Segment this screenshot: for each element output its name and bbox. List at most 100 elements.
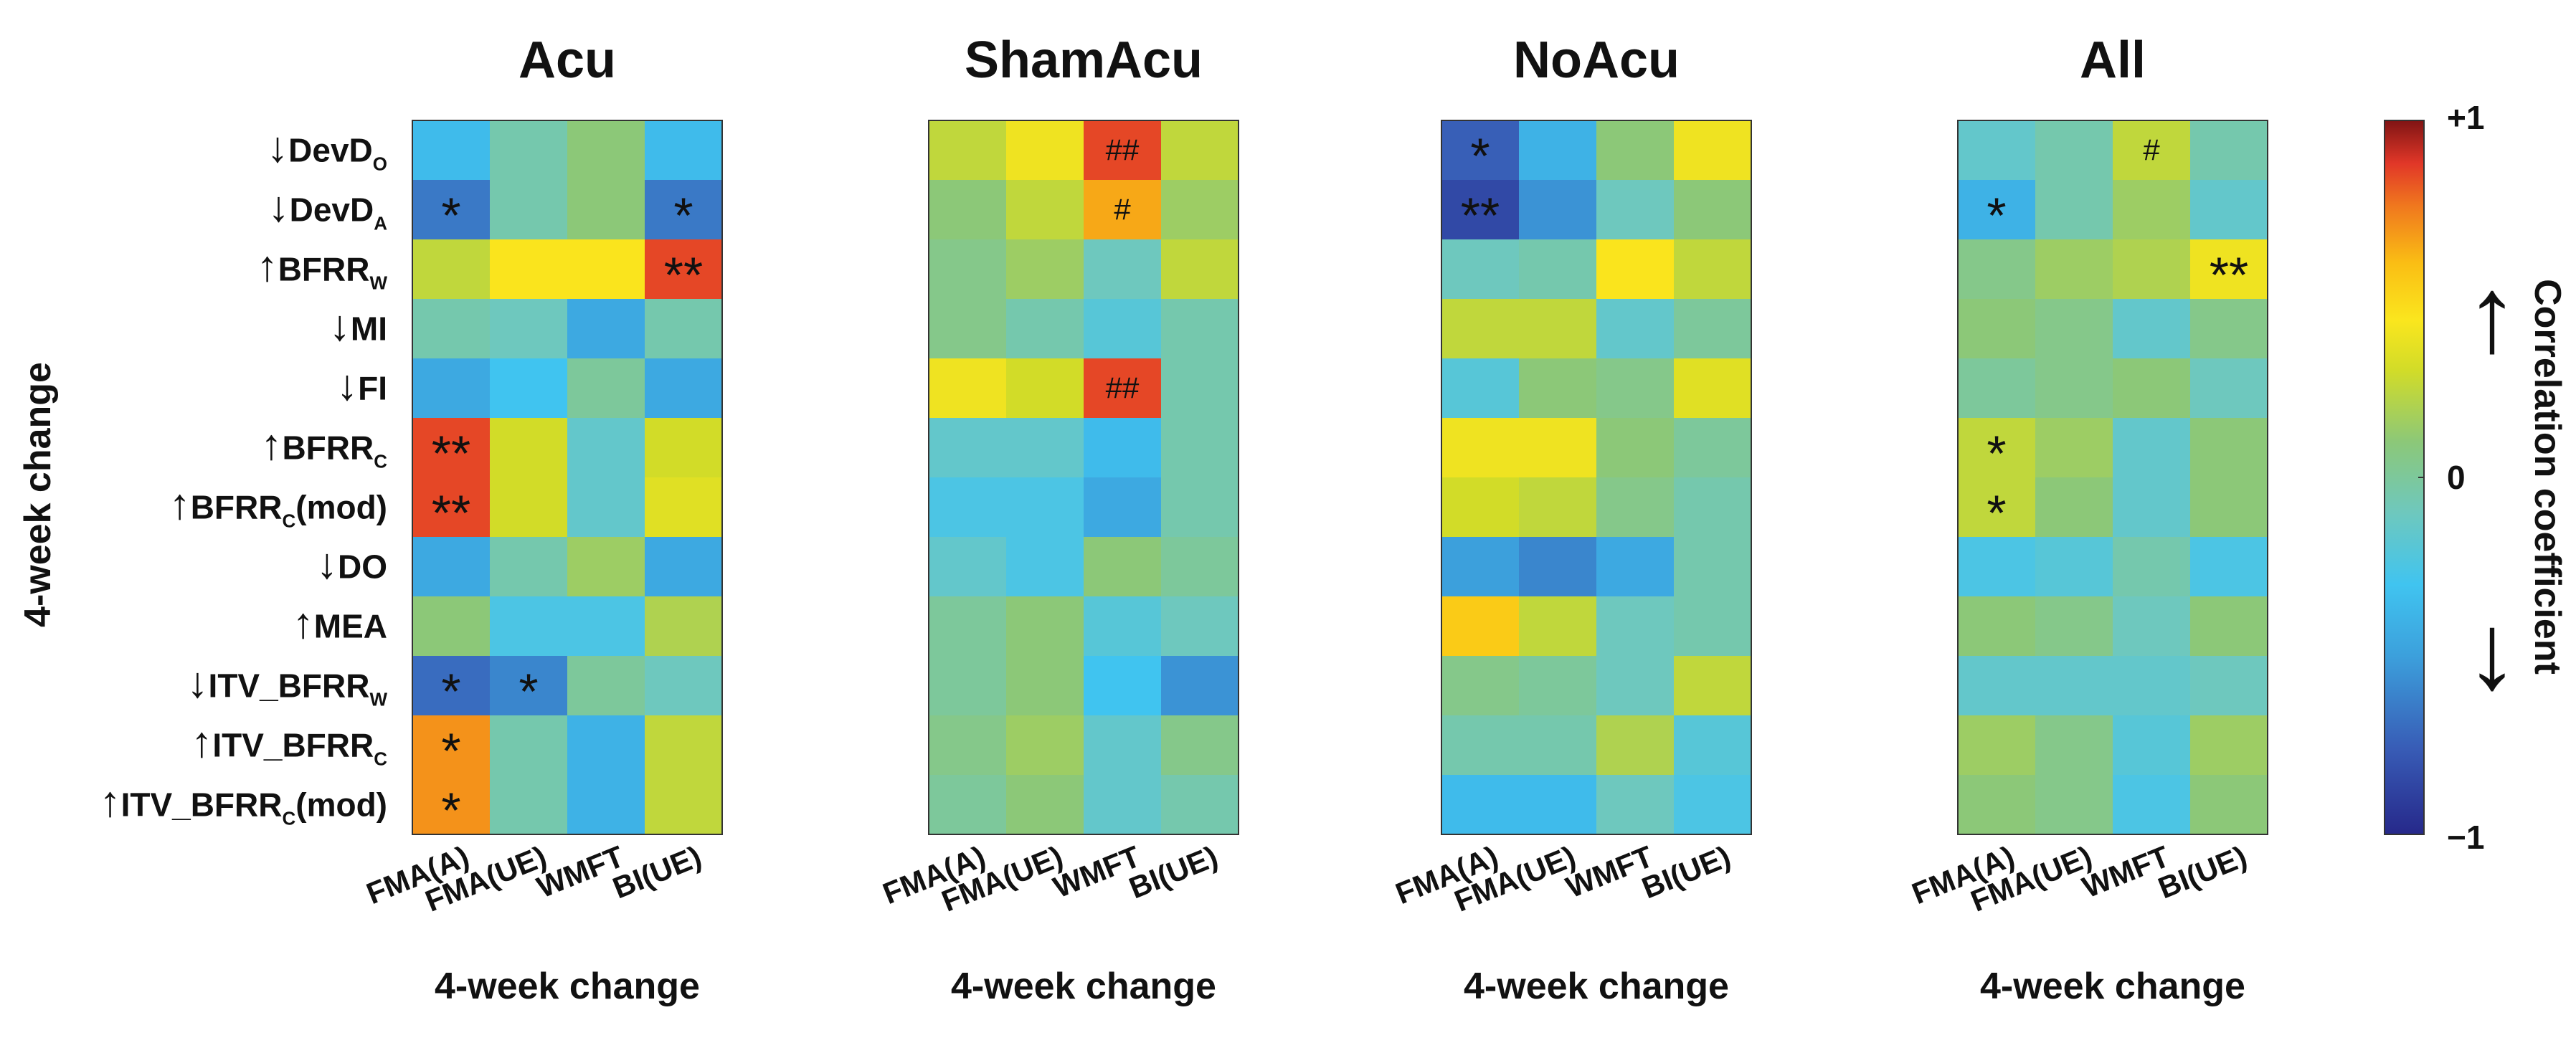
row-label: ↓DevDA [268,183,388,234]
heatmap-cell [1161,537,1239,597]
heatmap-cell [2113,715,2191,776]
heatmap-cell [645,715,723,776]
significance-marker: # [1114,193,1131,227]
heatmap-cell [929,596,1007,657]
heatmap-cell [1161,715,1239,776]
heatmap-cell [567,656,645,716]
row-label: ↓DO [316,540,387,588]
row-label-subscript: O [373,153,387,175]
heatmap-cell [1596,180,1675,240]
row-labels: ↓DevDO↓DevDA↑BFRRW↓MI↓FI↑BFRRC↑BFRRC(mod… [100,123,388,829]
heatmap-cell [645,656,723,716]
heatmap-cell [1596,537,1675,597]
row-label: ↑ITV_BFRRC(mod) [100,778,387,829]
heatmap-cell [2190,299,2268,359]
row-label-subscript: W [369,689,387,710]
panel-border [928,120,1239,835]
heatmap-cell [1674,656,1752,716]
heatmap-cell [412,715,491,776]
heatmap-cell [1084,358,1162,419]
heatmap-cell [2035,537,2113,597]
heatmap-cell [1519,120,1597,181]
heatmap-cell [1519,299,1597,359]
heatmap-cell [2190,775,2268,835]
heatmap-cell [645,537,723,597]
heatmap-cell [2190,358,2268,419]
heatmap-cell [412,596,491,657]
heatmap-cell [567,477,645,538]
row-label-text: ITV_BFRR [121,786,283,824]
heatmap-cell [567,537,645,597]
heatmap-cell [1006,715,1084,776]
heatmap-cell [1596,418,1675,478]
heatmap-cell [1441,239,1520,300]
significance-marker: * [1987,485,2006,541]
heatmap-cell [2035,239,2113,300]
heatmap-cell [1441,596,1520,657]
significance-marker: ** [2210,247,2248,303]
x-axis-label: 4-week change [1464,966,1729,1007]
row-label-arrow: ↑ [293,599,314,647]
heatmap-cell [1596,299,1675,359]
panel-title: ShamAcu [965,32,1203,89]
heatmap-cell [412,239,491,300]
heatmap-cell [1441,180,1520,240]
heatmap-cell [490,775,568,835]
heatmap-cell [412,299,491,359]
heatmap-cell [1958,537,2036,597]
heatmap-cell [2113,418,2191,478]
heatmap-cell [1006,596,1084,657]
row-label-text: FI [358,370,387,407]
heatmap-cell [2190,418,2268,478]
heatmap-cell [2035,477,2113,538]
heatmap-cell [2190,239,2268,300]
significance-marker: ** [432,426,470,482]
heatmap-cell [1084,418,1162,478]
heatmap-cell [412,180,491,240]
heatmap-cell [1084,596,1162,657]
colorbar-tick-label: 0 [2447,459,2466,496]
heatmap-cell [567,715,645,776]
significance-marker: * [1470,128,1490,184]
heatmap-cell [2113,477,2191,538]
heatmap-cell [1006,358,1084,419]
heatmap-cell [1006,418,1084,478]
heatmap-cell [412,358,491,419]
heatmap-cell [1596,477,1675,538]
row-label-subscript: C [374,451,387,472]
heatmap-cell [2035,656,2113,716]
colorbar-gradient [2384,120,2425,835]
heatmap-cell [490,239,568,300]
heatmap-cell [1958,596,2036,657]
heatmap-cell [1006,299,1084,359]
heatmap-cell [1161,477,1239,538]
row-label-text: BFRR [191,489,283,526]
heatmap-cell [1519,715,1597,776]
y-axis-label: 4-week change [17,362,59,627]
panel-border [412,120,723,835]
heatmap-cell [2113,656,2191,716]
row-label: ↑MEA [293,599,387,647]
panel-border [1441,120,1752,835]
x-axis-label: 4-week change [435,966,700,1007]
heatmap-cell [1006,120,1084,181]
heatmap-cell [2035,418,2113,478]
heatmap-cell [1596,358,1675,419]
row-label-subscript: A [374,213,387,234]
heatmap-cell [2035,775,2113,835]
heatmap-cell [567,120,645,181]
row-label: ↓MI [329,302,387,350]
heatmap-cell [2190,537,2268,597]
row-label: ↑BFRRC(mod) [169,480,387,532]
heatmap-cell [412,775,491,835]
heatmap-cell [1084,656,1162,716]
row-label-text: BFRR [282,429,374,467]
heatmap-cell [1006,656,1084,716]
heatmap-cell [1674,477,1752,538]
heatmap-cell [1161,775,1239,835]
row-label-arrow: ↓ [187,659,209,707]
heatmap-cell [929,299,1007,359]
heatmap-cell [2113,299,2191,359]
heatmap-cell [1596,596,1675,657]
